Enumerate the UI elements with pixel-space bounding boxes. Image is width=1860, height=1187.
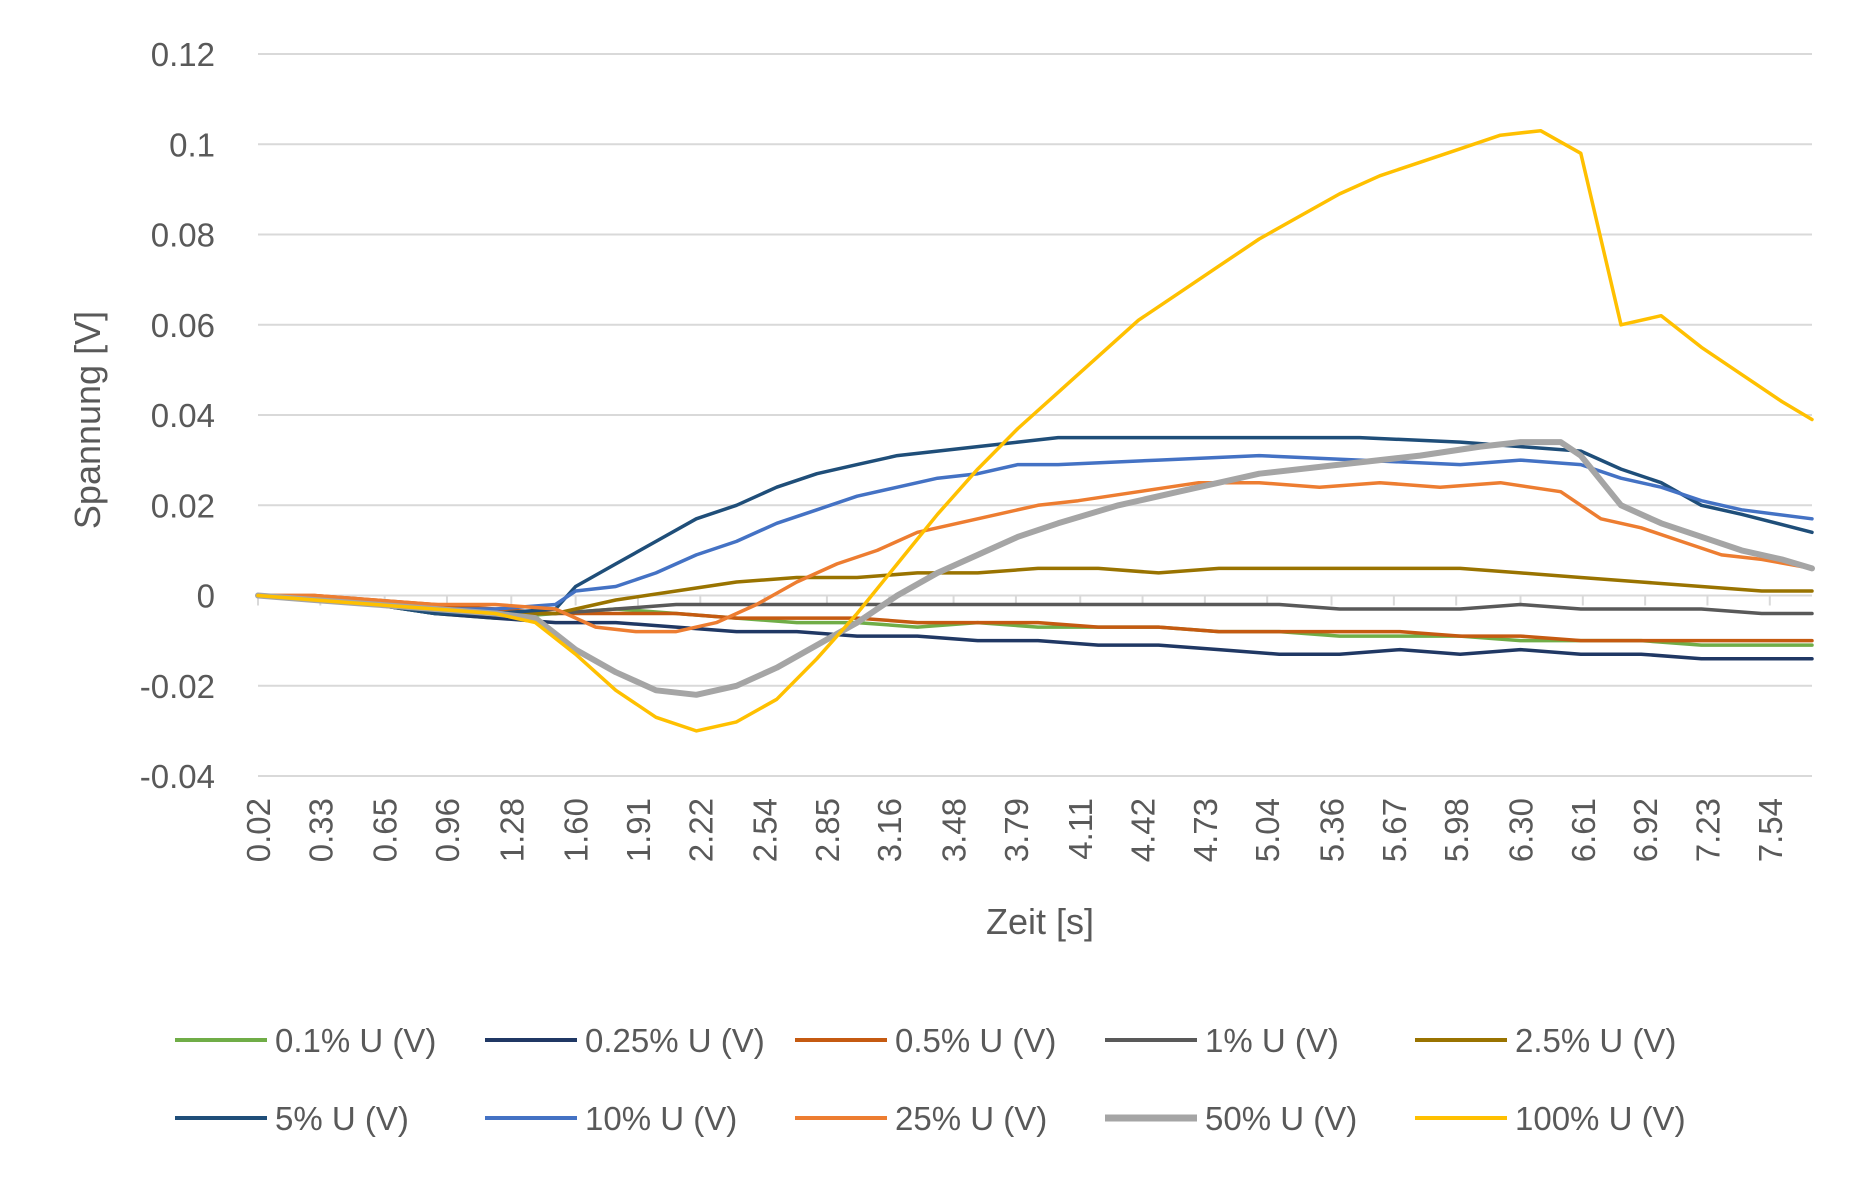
legend-label: 5% U (V) [275, 1100, 409, 1137]
x-tick-label: 3.48 [936, 798, 973, 862]
y-tick-label: -0.04 [140, 758, 215, 795]
y-tick-label: 0.1 [169, 126, 215, 163]
legend-label: 0.1% U (V) [275, 1022, 436, 1059]
legend-label: 10% U (V) [585, 1100, 737, 1137]
x-tick-label: 3.79 [998, 798, 1035, 862]
x-tick-label: 5.36 [1314, 798, 1351, 862]
x-tick-label: 6.92 [1627, 798, 1664, 862]
x-tick-label: 0.65 [367, 798, 404, 862]
series-line-7 [256, 480, 1814, 634]
y-tick-label: 0.02 [151, 487, 215, 524]
x-axis-title: Zeit [s] [986, 901, 1094, 942]
x-tick-label: 4.73 [1187, 798, 1224, 862]
legend-label: 1% U (V) [1205, 1022, 1339, 1059]
x-tick-label: 4.42 [1125, 798, 1162, 862]
y-tick-label: 0.08 [151, 217, 215, 254]
y-axis-title: Spannung [V] [67, 311, 108, 529]
x-tick-label: 7.54 [1752, 798, 1789, 862]
series-line-8 [255, 439, 1815, 698]
x-tick-label: 0.02 [240, 798, 277, 862]
x-tick-label: 2.22 [682, 798, 719, 862]
x-tick-label: 2.54 [747, 798, 784, 862]
y-tick-label: 0.04 [151, 397, 215, 434]
legend-label: 25% U (V) [895, 1100, 1047, 1137]
legend-label: 0.5% U (V) [895, 1022, 1056, 1059]
series-line-4 [256, 566, 1814, 616]
x-tick-label: 5.67 [1376, 798, 1413, 862]
x-tick-label: 6.30 [1502, 798, 1539, 862]
legend-label: 100% U (V) [1515, 1100, 1686, 1137]
x-tick-label: 3.16 [871, 798, 908, 862]
y-tick-label: 0 [197, 578, 215, 615]
x-tick-label: 7.23 [1689, 798, 1726, 862]
x-tick-label: 1.60 [558, 798, 595, 862]
x-tick-label: 1.91 [620, 798, 657, 862]
y-tick-label: 0.12 [151, 36, 215, 73]
x-tick-label: 0.33 [302, 798, 339, 862]
x-tick-label: 1.28 [493, 798, 530, 862]
x-tick-label: 2.85 [809, 798, 846, 862]
y-tick-label: 0.06 [151, 307, 215, 344]
x-tick-label: 0.96 [429, 798, 466, 862]
y-tick-label: -0.02 [140, 668, 215, 705]
x-tick-label: 5.04 [1249, 798, 1286, 862]
series-line-9 [256, 128, 1814, 733]
legend-label: 0.25% U (V) [585, 1022, 765, 1059]
axes: 0.12 0.1 0.08 0.06 0.04 0.02 0 -0.02 -0.04 0.02 0.… [140, 36, 1812, 862]
x-tick-label: 4.11 [1062, 798, 1099, 860]
legend-label: 2.5% U (V) [1515, 1022, 1676, 1059]
x-tick-label: 5.98 [1438, 798, 1475, 862]
x-tick-label: 6.61 [1565, 798, 1602, 862]
legend: 0.1% U (V) 0.25% U (V) 0.5% U (V) 1% U (V) 2… [175, 1022, 1686, 1137]
legend-label: 50% U (V) [1205, 1100, 1357, 1137]
series-lines [255, 128, 1815, 733]
